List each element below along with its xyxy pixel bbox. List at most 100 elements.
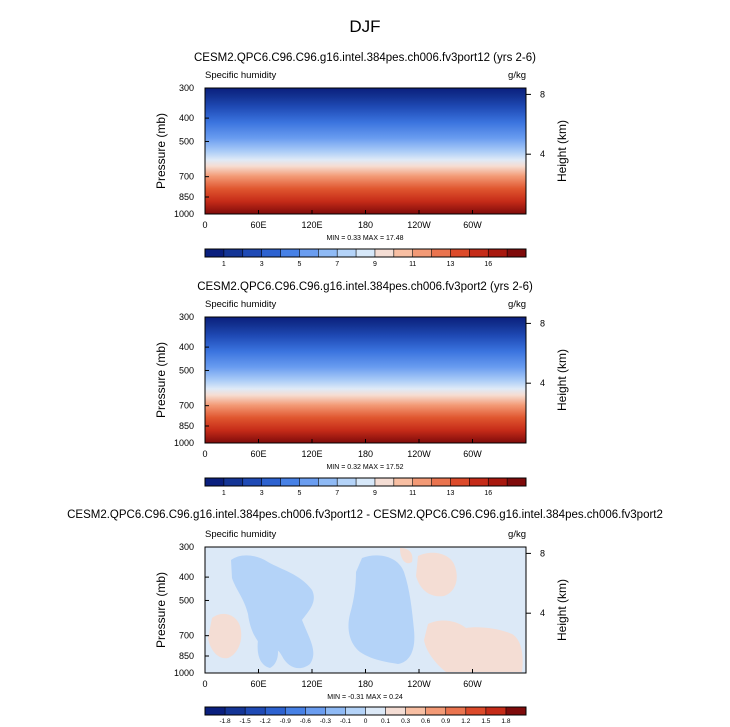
panel-1-hticks: 84 xyxy=(526,89,545,159)
colorbar-label: 5 xyxy=(297,490,301,497)
colorbar-swatch xyxy=(325,707,346,715)
anomaly-negative-mid xyxy=(348,555,415,664)
x-tick-label: 120W xyxy=(407,220,431,230)
x-tick-label: 180 xyxy=(358,220,373,230)
colorbar-label: 1 xyxy=(222,490,226,497)
panel-1-yticks: 300 400 500 700 850 1000 xyxy=(174,83,209,219)
colorbar-swatch xyxy=(205,478,225,486)
anomaly-negative-west xyxy=(231,555,314,669)
panel-2-ylabel-right: Height (km) xyxy=(555,349,569,411)
colorbar-label: 3 xyxy=(260,261,264,268)
colorbar-swatch xyxy=(425,707,447,715)
panel-1: CESM2.QPC6.C96.C96.g16.intel.384pes.ch00… xyxy=(154,52,569,268)
colorbar-label: -0.1 xyxy=(340,718,352,725)
panel-2-title: CESM2.QPC6.C96.C96.g16.intel.384pes.ch00… xyxy=(197,281,533,293)
anomaly-positive-edge xyxy=(400,548,413,564)
colorbar-label: 16 xyxy=(484,261,492,268)
colorbar-label: 1 xyxy=(222,261,226,268)
panel-3-ylabel: Pressure (mb) xyxy=(154,572,168,648)
y-tick-label: 400 xyxy=(179,342,194,352)
y-tick-label: 400 xyxy=(179,113,194,123)
colorbar-label: 13 xyxy=(447,490,455,497)
x-tick-label: 0 xyxy=(202,449,207,459)
y-tick-label: 1000 xyxy=(174,668,194,678)
colorbar-swatch xyxy=(507,249,527,257)
x-tick-label: 120W xyxy=(407,679,431,689)
colorbar-swatch xyxy=(374,249,395,257)
x-tick-label: 60E xyxy=(250,220,266,230)
colorbar-swatch xyxy=(318,249,338,257)
colorbar-label: 1.8 xyxy=(501,718,510,725)
colorbar-swatch xyxy=(445,707,467,715)
x-tick-label: 0 xyxy=(202,220,207,230)
colorbar-swatch xyxy=(488,249,508,257)
anomaly-positive-lowwest xyxy=(208,613,242,659)
colorbar-label: 7 xyxy=(335,261,339,268)
colorbar-label: 0.1 xyxy=(381,718,390,725)
colorbar-label: 5 xyxy=(297,261,301,268)
colorbar-swatch xyxy=(485,707,507,715)
colorbar-swatch xyxy=(299,249,319,257)
y-tick-label: 1000 xyxy=(174,209,194,219)
panel-3-yticks: 300 400 500 700 850 1000 xyxy=(174,542,209,678)
panel-3-units: g/kg xyxy=(508,529,526,540)
colorbar-label: -0.3 xyxy=(320,718,332,725)
colorbar-swatch xyxy=(405,707,426,715)
x-tick-label: 120W xyxy=(407,449,431,459)
y-tick-label: 850 xyxy=(179,651,194,661)
colorbar-label: 1.2 xyxy=(461,718,470,725)
panel-1-xticks: 0 60E 120E 180 120W 60W xyxy=(202,210,482,230)
colorbar-label: -1.2 xyxy=(260,718,272,725)
colorbar-label: 0 xyxy=(364,718,368,725)
colorbar-swatch xyxy=(299,478,319,486)
colorbar-label: 16 xyxy=(484,490,492,497)
colorbar-swatch xyxy=(225,707,246,715)
colorbar-swatch xyxy=(356,249,376,257)
colorbar-swatch xyxy=(318,478,338,486)
height-tick-label: 8 xyxy=(540,318,545,328)
y-tick-label: 500 xyxy=(179,365,194,375)
height-tick-label: 4 xyxy=(540,608,545,618)
panel-1-title: CESM2.QPC6.C96.C96.g16.intel.384pes.ch00… xyxy=(194,52,536,64)
panel-2-yticks: 300 400 500 700 850 1000 xyxy=(174,312,209,448)
x-tick-label: 60E xyxy=(250,679,266,689)
colorbar-frame xyxy=(204,477,527,487)
x-tick-label: 60W xyxy=(463,220,482,230)
colorbar-swatch xyxy=(431,249,451,257)
colorbar-swatch xyxy=(365,707,386,715)
y-tick-label: 500 xyxy=(179,595,194,605)
colorbar-swatch xyxy=(305,707,326,715)
panel-1-ylabel-right: Height (km) xyxy=(555,120,569,182)
panel-1-variable: Specific humidity xyxy=(205,70,277,81)
panel-3-hticks: 84 xyxy=(526,548,545,618)
colorbar-frame xyxy=(204,248,527,258)
colorbar-label: -1.8 xyxy=(219,718,231,725)
x-tick-label: 120E xyxy=(301,220,322,230)
colorbar-swatch xyxy=(280,478,300,486)
colorbar-label: 0.9 xyxy=(441,718,450,725)
y-tick-label: 850 xyxy=(179,192,194,202)
y-tick-label: 500 xyxy=(179,136,194,146)
panel-3-colorbar: -1.8 -1.5 -1.2 -0.9 -0.6 -0.3 -0.1 0 0.1 0.3 0.6 0.… xyxy=(204,706,527,725)
colorbar-swatch xyxy=(469,478,489,486)
x-tick-label: 120E xyxy=(301,679,322,689)
colorbar-label: 0.6 xyxy=(421,718,430,725)
x-tick-label: 120E xyxy=(301,449,322,459)
colorbar-label: 3 xyxy=(260,490,264,497)
colorbar-swatch xyxy=(223,249,244,257)
panel-2-xticks: 0 60E 120E 180 120W 60W xyxy=(202,439,482,459)
colorbar-swatch xyxy=(280,249,300,257)
colorbar-swatch xyxy=(345,707,366,715)
panel-3-title: CESM2.QPC6.C96.C96.g16.intel.384pes.ch00… xyxy=(67,509,663,521)
height-tick-label: 8 xyxy=(540,548,545,558)
panel-3: CESM2.QPC6.C96.C96.g16.intel.384pes.ch00… xyxy=(67,509,663,725)
colorbar-swatch xyxy=(507,478,527,486)
anomaly-negative-thin xyxy=(257,634,278,668)
colorbar-swatch xyxy=(205,707,226,715)
colorbar-swatch xyxy=(431,478,451,486)
colorbar-swatch xyxy=(242,249,262,257)
colorbar-swatch xyxy=(393,249,414,257)
y-tick-label: 300 xyxy=(179,542,194,552)
height-tick-label: 4 xyxy=(540,378,545,388)
x-tick-label: 180 xyxy=(358,449,373,459)
